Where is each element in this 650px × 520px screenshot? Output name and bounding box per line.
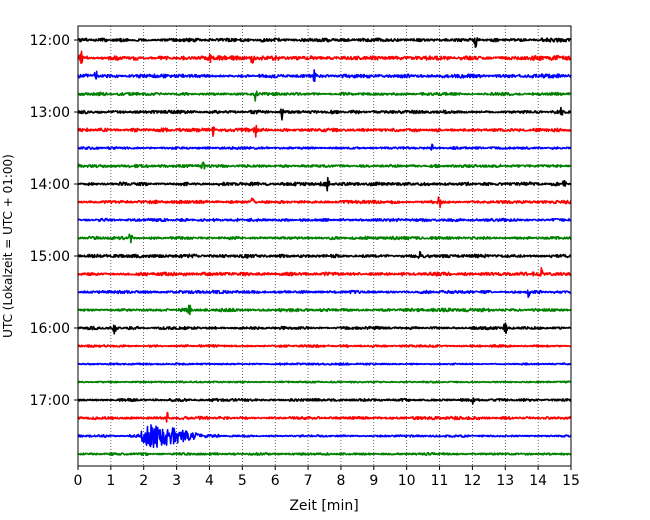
x-tick-label: 11 — [431, 473, 449, 489]
x-tick-label: 7 — [304, 473, 313, 489]
y-tick-label: 13:00 — [30, 105, 70, 121]
x-tick-label: 6 — [271, 473, 280, 489]
trace-1645 — [77, 380, 572, 384]
x-tick-label: 5 — [238, 473, 247, 489]
x-tick-label: 2 — [139, 473, 148, 489]
x-axis-label: Zeit [min] — [289, 498, 358, 514]
x-tick-label: 3 — [172, 473, 181, 489]
trace-1500 — [77, 250, 572, 259]
x-tick-label: 8 — [336, 473, 345, 489]
vertical-grid — [110, 26, 539, 466]
y-tick-label: 16:00 — [30, 321, 70, 337]
trace-1515 — [77, 266, 572, 277]
trace-1600 — [77, 322, 572, 335]
trace-1545 — [77, 304, 572, 316]
x-tick-label: 15 — [562, 473, 580, 489]
trace-1415 — [77, 196, 572, 209]
y-axis-label: UTC (Lokalzeit = UTC + 01:00) — [1, 154, 15, 338]
x-axis-ticks: 0 1 2 3 4 5 6 7 8 9 10 11 12 13 14 15 — [74, 466, 580, 489]
x-tick-label: 13 — [496, 473, 514, 489]
trace-1730 — [77, 424, 572, 449]
plot-frame — [77, 25, 572, 467]
trace-1330 — [77, 143, 572, 151]
trace-1700 — [77, 397, 572, 405]
trace-1200 — [77, 37, 572, 48]
y-tick-label: 14:00 — [30, 177, 70, 193]
y-tick-label: 12:00 — [30, 33, 70, 49]
trace-1630 — [77, 362, 572, 366]
trace-1400 — [77, 176, 572, 192]
trace-1715 — [77, 411, 572, 423]
x-tick-label: 10 — [398, 473, 416, 489]
y-tick-label: 15:00 — [30, 249, 70, 265]
trace-1745 — [77, 451, 572, 457]
x-tick-label: 4 — [205, 473, 214, 489]
x-tick-label: 1 — [106, 473, 115, 489]
x-tick-label: 9 — [369, 473, 378, 489]
trace-1430 — [77, 217, 572, 223]
y-tick-label: 17:00 — [30, 393, 70, 409]
trace-1445 — [77, 233, 572, 244]
trace-1315 — [77, 124, 572, 138]
trace-1230 — [77, 69, 572, 83]
trace-1245 — [77, 90, 572, 102]
y-axis-ticks: 12:00 13:00 14:00 15:00 16:00 17:00 — [30, 33, 78, 409]
seismogram-traces — [77, 37, 572, 457]
trace-1215 — [77, 50, 572, 65]
x-tick-label: 0 — [74, 473, 83, 489]
trace-1530 — [77, 289, 572, 299]
x-tick-label: 14 — [529, 473, 547, 489]
trace-1345 — [77, 161, 572, 170]
trace-1300 — [77, 106, 572, 121]
trace-1615 — [77, 344, 572, 349]
x-tick-label: 12 — [463, 473, 481, 489]
